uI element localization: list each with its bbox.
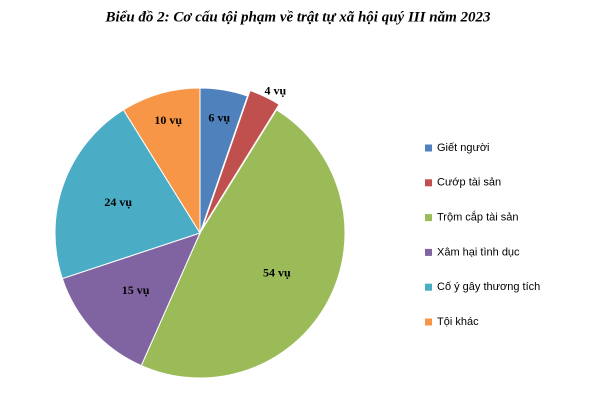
data-label: 10 vụ (154, 113, 182, 127)
data-label: 6 vụ (208, 110, 230, 124)
data-label: 54 vụ (263, 265, 291, 279)
data-label: 24 vụ (104, 195, 132, 209)
pie-slice (202, 89, 280, 228)
legend-label: Cướp tài sản (437, 177, 501, 189)
legend-swatch (425, 214, 432, 222)
legend-label: Trộm cắp tài sản (437, 211, 519, 224)
legend-swatch (425, 144, 432, 152)
chart-title: Biểu đồ 2: Cơ cấu tội phạm về trật tự xã… (105, 9, 491, 25)
pie-slice (140, 109, 346, 379)
legend-label: Giết người (437, 142, 490, 154)
legend-label: Xâm hại tình dục (437, 246, 520, 258)
data-label: 4 vụ (265, 83, 287, 97)
legend-swatch (425, 318, 432, 326)
legend-swatch (425, 179, 432, 187)
pie-slice (54, 109, 201, 280)
legend-swatch (425, 248, 432, 256)
legend-label: Tội khác (437, 316, 479, 328)
pie-slice (61, 232, 201, 367)
legend-label: Cố ý gây thương tích (437, 281, 540, 293)
data-label: 15 vụ (122, 283, 150, 297)
legend-swatch (425, 283, 432, 291)
pie-slice (122, 87, 201, 235)
